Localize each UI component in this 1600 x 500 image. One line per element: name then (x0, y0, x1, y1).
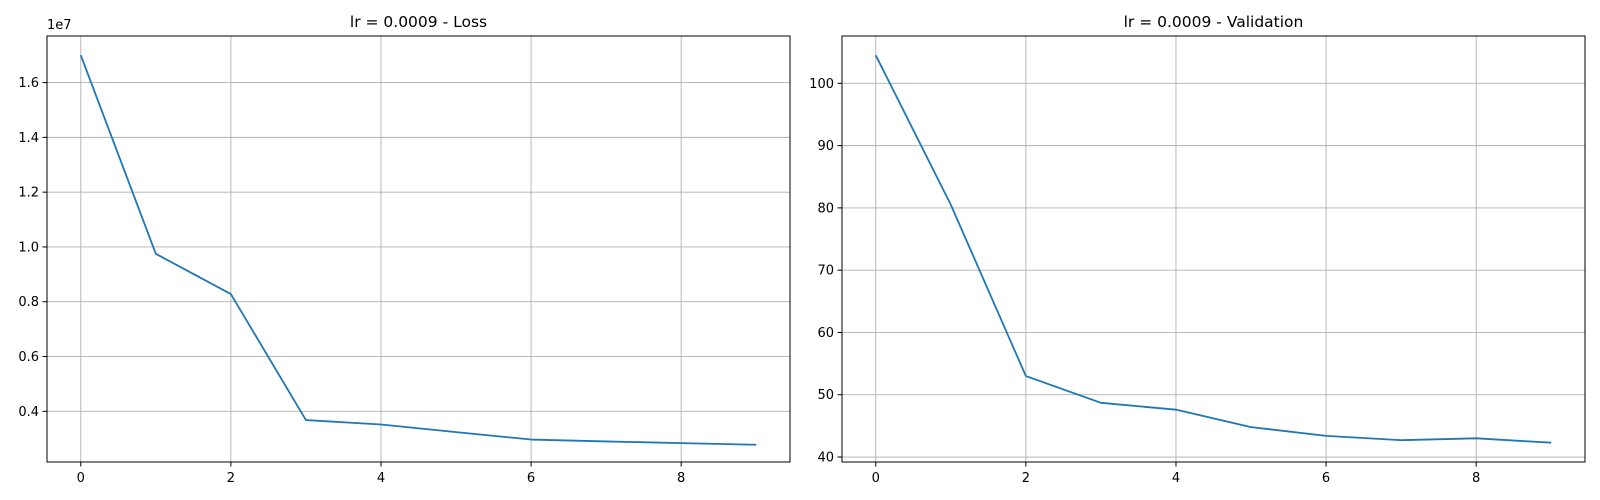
loss-chart-x-tick-label: 2 (227, 471, 235, 486)
loss-chart-y-tick-label: 1.4 (18, 131, 39, 146)
loss-chart-x-tick-label: 0 (77, 471, 85, 486)
loss-chart-title: lr = 0.0009 - Loss (350, 13, 487, 31)
loss-chart-y-offset-label: 1e7 (47, 18, 72, 33)
loss-chart-y-tick-label: 0.4 (18, 405, 39, 420)
loss-chart-y-tick-label: 1.6 (18, 76, 39, 91)
validation-chart-y-tick-label: 50 (817, 388, 834, 403)
validation-chart-y-tick-label: 80 (817, 201, 834, 216)
validation-chart-x-tick-label: 6 (1322, 471, 1330, 486)
loss-chart-y-tick-label: 1.2 (18, 186, 39, 201)
validation-chart-y-tick-label: 60 (817, 326, 834, 341)
validation-chart-y-tick-label: 40 (817, 451, 834, 466)
loss-chart-axes-frame (46, 35, 791, 463)
loss-chart-x-tick-label: 6 (527, 471, 535, 486)
loss-chart-x-tick-label: 8 (677, 471, 685, 486)
validation-chart-y-tick-label: 100 (809, 77, 834, 92)
validation-chart-x-tick-label: 2 (1022, 471, 1030, 486)
loss-chart-y-tick-label: 0.8 (18, 295, 39, 310)
loss-chart-y-tick-label: 1.0 (18, 240, 39, 255)
validation-chart-y-tick-label: 70 (817, 264, 834, 279)
validation-chart-axes-frame (841, 35, 1586, 463)
validation-chart-title: lr = 0.0009 - Validation (1124, 13, 1304, 31)
validation-chart-y-tick-label: 90 (817, 139, 834, 154)
loss-chart-x-tick-label: 4 (377, 471, 385, 486)
validation-chart-x-tick-label: 8 (1472, 471, 1480, 486)
loss-chart-series-line (79, 54, 757, 446)
validation-chart-x-tick-label: 0 (872, 471, 880, 486)
loss-chart-y-tick-label: 0.6 (18, 350, 39, 365)
validation-chart-series-line (874, 54, 1552, 444)
validation-chart-x-tick-label: 4 (1172, 471, 1180, 486)
loss-chart-panel: 0 2 4 6 8 0.4 0.6 0.8 1.0 1.2 1.4 1.6 1e7 lr = 0.0009… (18, 13, 791, 486)
validation-chart-panel: 0 2 4 6 8 40 50 60 70 80 90 100 lr = 0.0009 - Valida… (809, 13, 1586, 486)
